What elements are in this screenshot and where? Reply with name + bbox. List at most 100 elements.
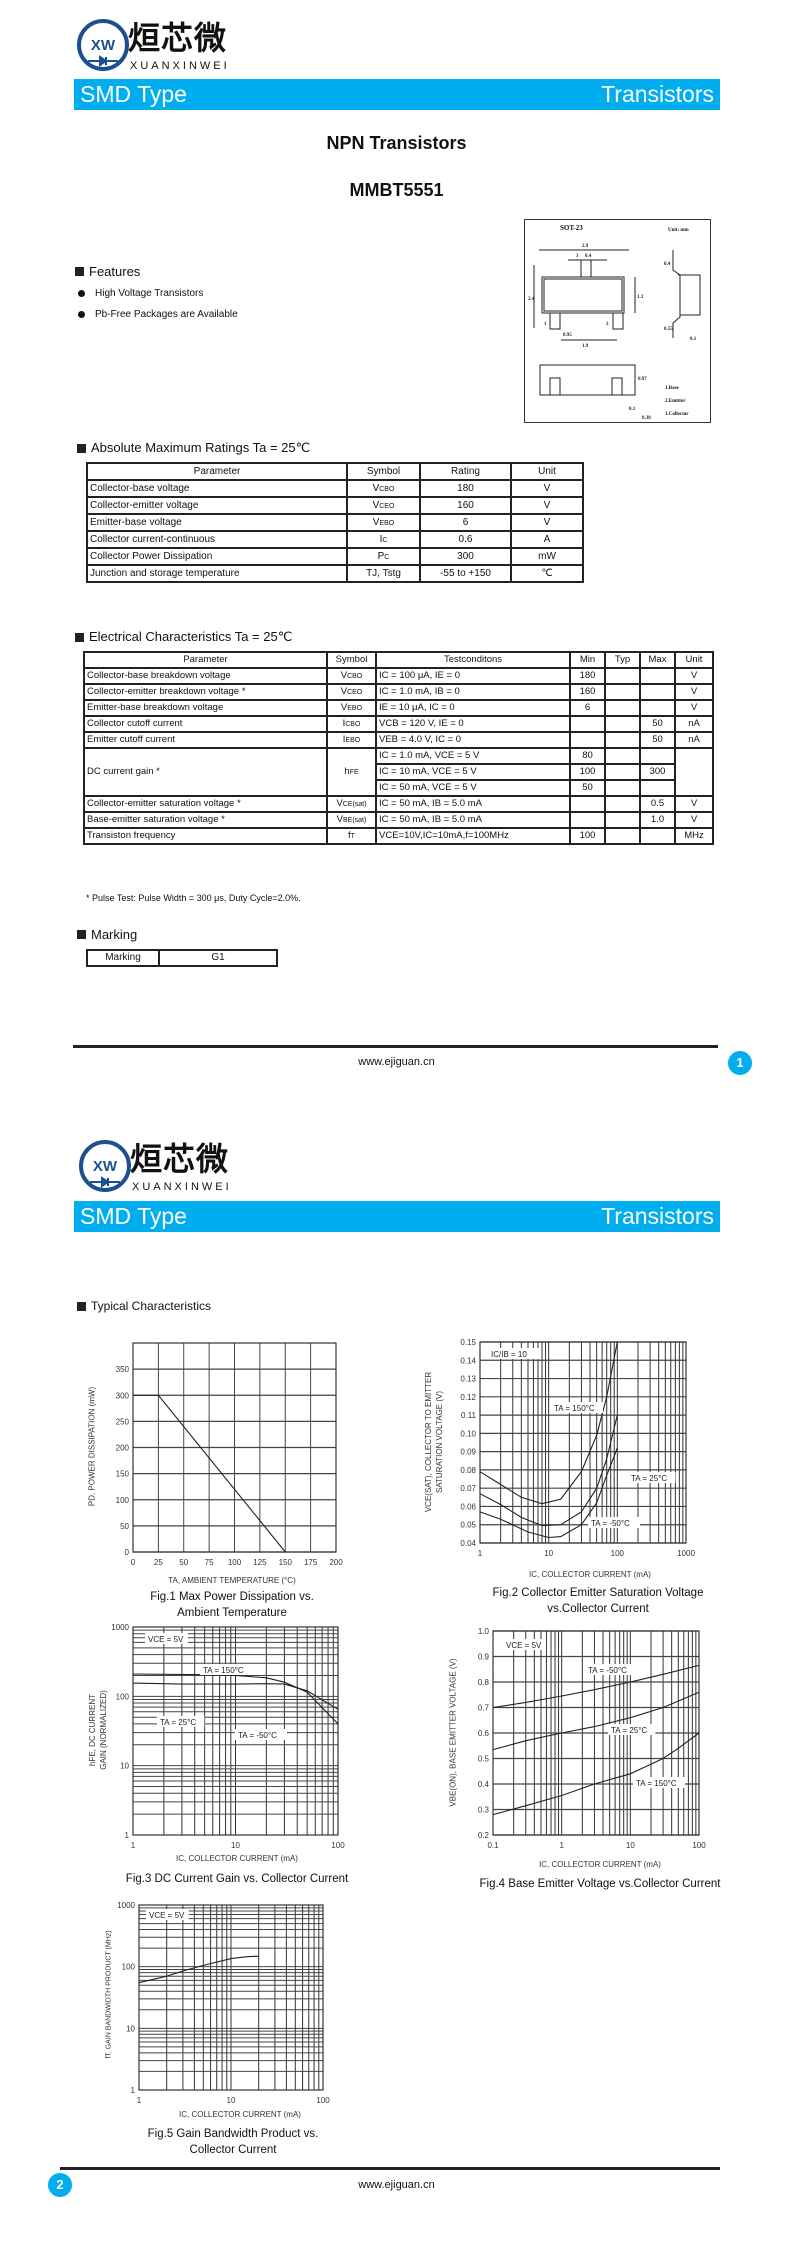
y-tick-label: 0.7 <box>478 1704 490 1713</box>
rating-cell: 300 <box>419 547 512 566</box>
param-cell: Junction and storage temperature <box>86 564 348 583</box>
max-cell <box>639 827 676 845</box>
y-tick-label: 0.8 <box>478 1678 490 1687</box>
min-cell: 6 <box>569 699 606 717</box>
typ-cell <box>604 811 641 829</box>
y-tick-label: 0.11 <box>461 1411 477 1420</box>
x-tick-label: 0 <box>131 1558 136 1567</box>
series-line-1 <box>492 1664 700 1709</box>
rating-cell: 180 <box>419 479 512 498</box>
chart2-caption: Fig.2 Collector Emitter Saturation Volta… <box>492 1587 704 1615</box>
table-row: Emitter-base breakdown voltage VEBO IE = 1… <box>83 699 714 717</box>
param-cell: Emitter-base breakdown voltage <box>83 699 328 717</box>
column-header: Typ <box>604 651 641 669</box>
max-cell <box>639 699 676 717</box>
plot-frame <box>132 1626 339 1836</box>
symbol-cell: hFE <box>326 747 377 797</box>
plot-frame <box>479 1341 687 1544</box>
symbol-cell: VCBO <box>326 667 377 685</box>
y-tick-label: 0.09 <box>460 1448 476 1457</box>
min-cell <box>569 715 606 733</box>
table-row: Collector-base voltage VCBO 180 V <box>86 479 584 498</box>
annotation-bg <box>157 1716 205 1727</box>
rating-cell: 160 <box>419 496 512 515</box>
condition-cell: VEB = 4.0 V, IC = 0 <box>375 731 571 749</box>
abs-max-table: Parameter Symbol Rating Unit Collector-base … <box>86 462 584 583</box>
logo-en-text: XUANXINWEI <box>132 1181 232 1193</box>
y-tick-label: 10 <box>120 1762 129 1771</box>
package-drawing: 2.9 0.4 2.4 1.3 0.95 1.9 0.4 0.55 0.1 0.97 0.… <box>524 219 711 423</box>
y-tick-label: 50 <box>120 1522 129 1531</box>
unit-cell: V <box>510 513 584 532</box>
sot23-outline-drawing: 2.9 0.4 2.4 1.3 0.95 1.9 0.4 0.55 0.1 0.97 0.… <box>528 244 701 421</box>
condition-cell: VCE=10V,IC=10mA,f=100MHz <box>375 827 571 845</box>
symbol-cell: IEBO <box>326 731 377 749</box>
x-tick-label: 100 <box>316 2096 330 2105</box>
x-tick-label: 10 <box>231 1841 240 1850</box>
x-tick-label: 1 <box>131 1841 136 1850</box>
max-cell: 1.0 <box>639 811 676 829</box>
chart3-xlabel: IC, COLLECTOR CURRENT (mA) <box>176 1854 298 1863</box>
svg-text:XW: XW <box>93 1158 118 1175</box>
typ-cell <box>604 731 641 749</box>
table-row: Junction and storage temperature TJ, Tstg… <box>86 564 584 583</box>
max-cell: 0.5 <box>639 795 676 813</box>
header-category: Transistors <box>601 1203 714 1229</box>
table-row: Emitter-base voltage VEBO 6 V <box>86 513 584 532</box>
svg-text:0.97: 0.97 <box>638 377 647 382</box>
annotation-bg <box>488 1348 540 1359</box>
column-header: Testconditons <box>375 651 571 669</box>
param-cell: DC current gain * <box>83 747 328 797</box>
pin-label: 3.Collector <box>665 412 689 417</box>
abs-max-heading: Absolute Maximum Ratings Ta = 25℃ <box>77 440 310 456</box>
rating-cell: -55 to +150 <box>419 564 512 583</box>
symbol-cell: TJ, Tstg <box>346 564 421 583</box>
y-tick-label: 0.9 <box>478 1653 490 1662</box>
table-row: Collector-emitter breakdown voltage * VCE… <box>83 683 714 701</box>
unit-cell: mW <box>510 547 584 566</box>
x-tick-label: 75 <box>205 1558 214 1567</box>
svg-text:2.4: 2.4 <box>528 297 535 302</box>
elec-char-heading: Electrical Characteristics Ta = 25℃ <box>75 629 292 645</box>
param-cell: Collector-emitter breakdown voltage * <box>83 683 328 701</box>
table-row: Collector cutoff current ICBO VCB = 120 V,… <box>83 715 714 733</box>
column-header: Min <box>569 651 606 669</box>
marking-label: Marking <box>86 949 160 967</box>
min-cell: 100 <box>569 763 606 781</box>
x-tick-label: 1000 <box>677 1549 695 1558</box>
x-tick-label: 1 <box>137 2096 142 2105</box>
annotation-bg <box>585 1664 637 1675</box>
footer-website: www.ejiguan.cn <box>358 2179 435 2191</box>
header-bar: SMD Type Transistors <box>74 79 720 110</box>
logo-mark-icon: XW <box>79 1140 131 1192</box>
chart1-xlabel: TA, AMBIENT TEMPERATURE (°C) <box>168 1576 296 1585</box>
typ-cell <box>604 795 641 813</box>
condition-cell: VCB = 120 V, IE = 0 <box>375 715 571 733</box>
y-tick-label: 0.6 <box>478 1729 490 1738</box>
min-cell: 160 <box>569 683 606 701</box>
annotation-bg <box>503 1639 546 1650</box>
svg-text:0.1: 0.1 <box>629 407 636 412</box>
condition-cell: IE = 10 μA, IC = 0 <box>375 699 571 717</box>
y-tick-label: 0.10 <box>460 1429 476 1438</box>
table-row: Collector-base breakdown voltage VCBO IC =… <box>83 667 714 685</box>
y-tick-label: 0.2 <box>478 1831 490 1840</box>
typ-cell <box>604 667 641 685</box>
symbol-cell: VCE(sat) <box>326 795 377 813</box>
annotation-bg <box>235 1729 287 1740</box>
x-tick-label: 150 <box>279 1558 293 1567</box>
param-cell: Base-emitter saturation voltage * <box>83 811 328 829</box>
table-row: IC = 10 mA, VCE = 5 V 100 300 <box>84 763 713 781</box>
max-cell: 50 <box>639 715 676 733</box>
symbol-cell: VCEO <box>326 683 377 701</box>
chart5-xlabel: IC, COLLECTOR CURRENT (mA) <box>179 2110 301 2119</box>
unit-cell: V <box>674 683 714 701</box>
min-cell: 80 <box>569 747 606 765</box>
symbol-cell: PC <box>346 547 421 566</box>
y-tick-label: 10 <box>126 2024 135 2033</box>
svg-text:3: 3 <box>576 254 579 259</box>
y-tick-label: 0.12 <box>460 1393 476 1402</box>
min-cell: 100 <box>569 827 606 845</box>
symbol-cell: VCEO <box>346 496 421 515</box>
